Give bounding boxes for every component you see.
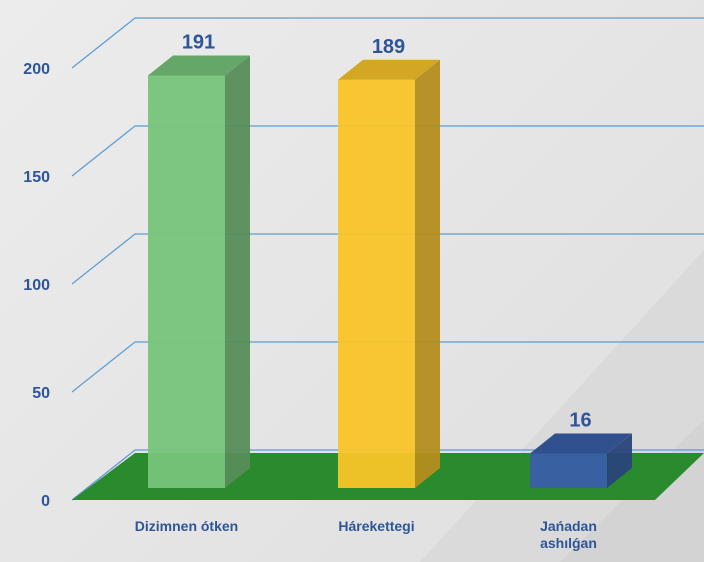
grid-line — [71, 125, 704, 177]
data-label: 189 — [372, 36, 405, 58]
y-tick-label: 200 — [23, 61, 50, 78]
y-tick-label: 150 — [23, 169, 50, 186]
bar — [530, 453, 607, 488]
bar-top — [148, 55, 250, 76]
bar-top — [338, 59, 440, 80]
x-tick-label: Dizimnen ótken — [134, 518, 239, 534]
data-label: 191 — [182, 32, 215, 54]
bar-side — [607, 433, 632, 488]
bar-side — [225, 55, 250, 488]
bar — [338, 79, 415, 488]
grid-line — [71, 341, 704, 393]
y-tick-label: 100 — [23, 277, 50, 294]
bars — [148, 55, 632, 488]
bar-top — [530, 433, 632, 454]
y-tick-label: 0 — [41, 493, 50, 510]
bar — [148, 75, 225, 488]
grid-line — [71, 17, 704, 69]
grid-line — [71, 449, 704, 501]
y-tick-label: 50 — [32, 385, 50, 402]
x-tick-label: Jańadan ashılǵan — [540, 518, 597, 551]
grid-line — [71, 233, 704, 285]
bar-side — [415, 59, 440, 488]
x-tick-label: Hárekettegi — [338, 518, 415, 534]
data-label: 16 — [569, 410, 591, 432]
grid — [71, 17, 704, 501]
